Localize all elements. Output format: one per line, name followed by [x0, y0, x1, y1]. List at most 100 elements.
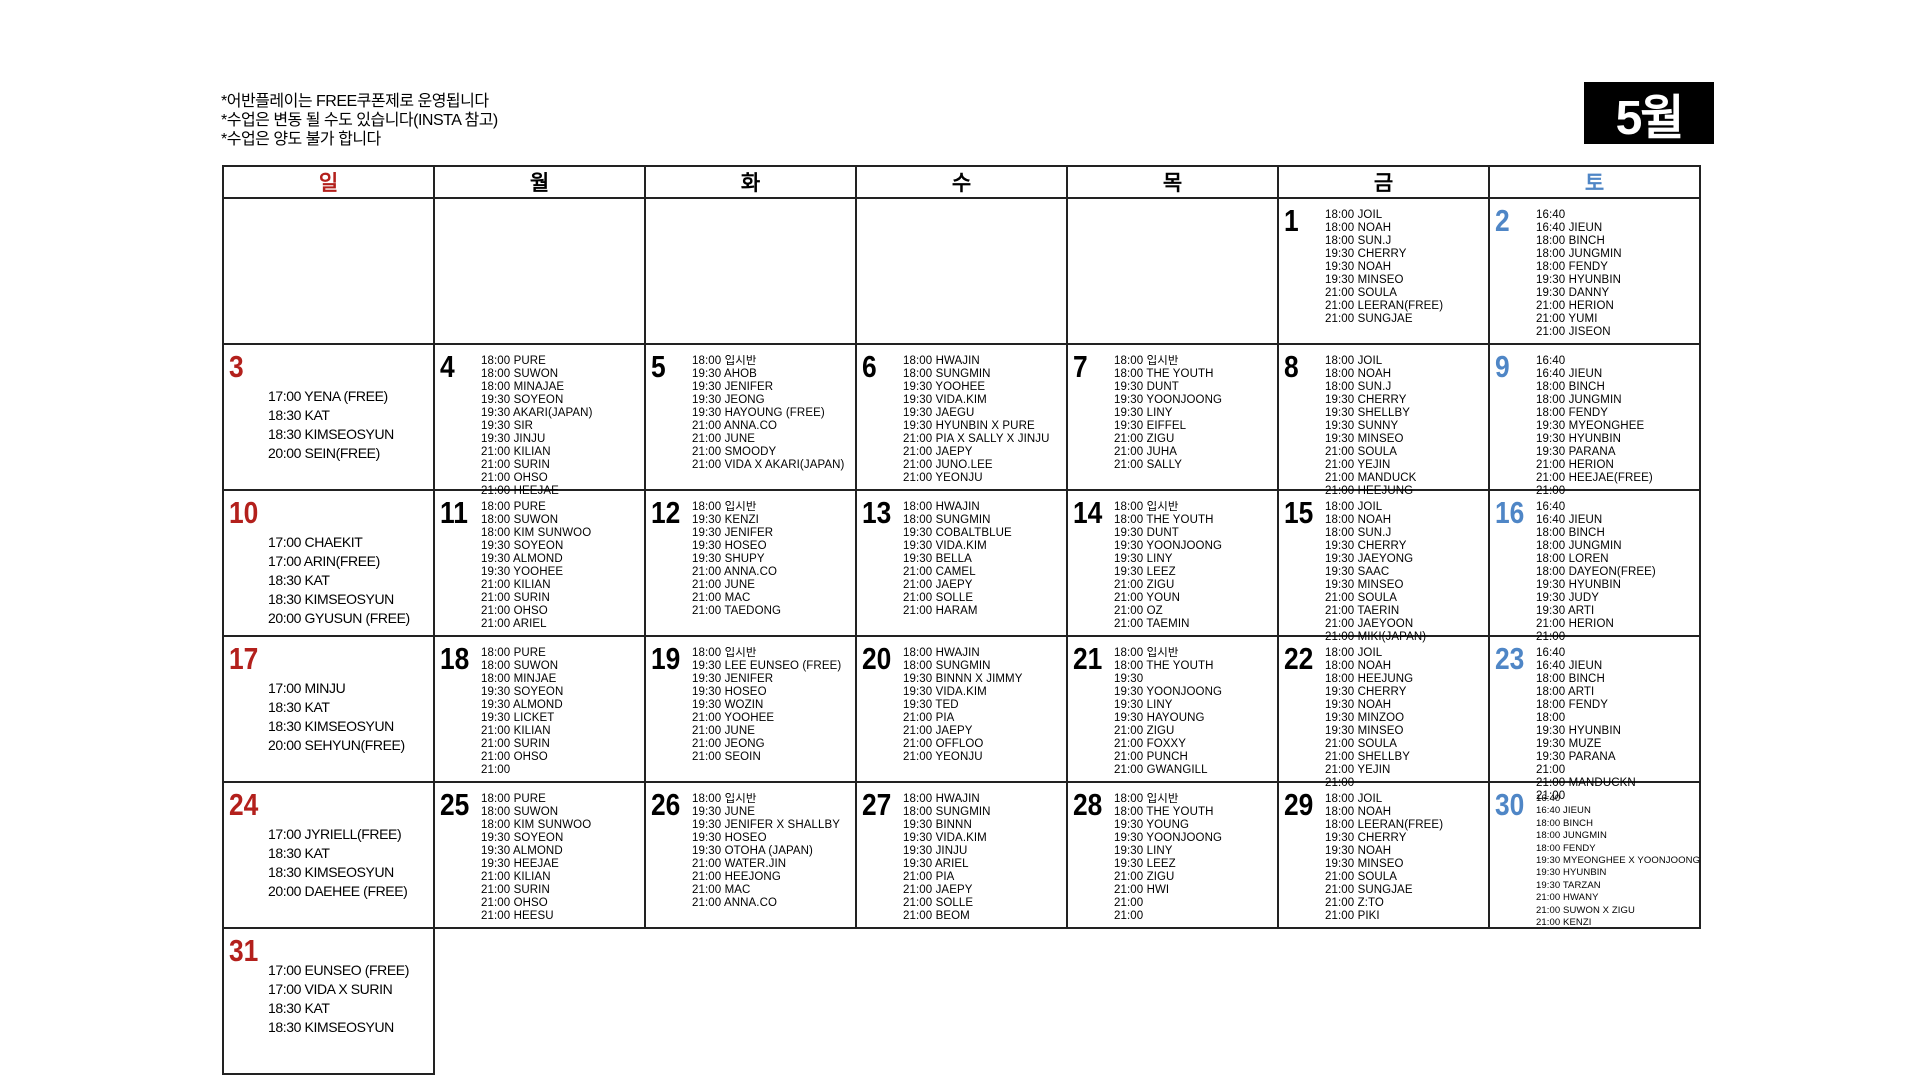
class-entry: 16:40	[1536, 209, 1566, 221]
class-entry: 18:00 BINCH	[1536, 381, 1605, 393]
class-entry: 18:00 SUNGMIN	[903, 514, 991, 526]
class-entry: 18:00 FENDY	[1536, 842, 1596, 854]
class-list: 16:40 16:40 JIEUN 18:00 BINCH 18:00 JUNGMIN…	[1536, 501, 1656, 644]
day-number: 31	[229, 933, 259, 968]
class-entry: 19:30 LINY	[1114, 699, 1173, 711]
class-entry: 19:30 SHELLBY	[1325, 407, 1411, 419]
class-entry: 18:00 BINCH	[1536, 673, 1605, 685]
day-number: 21	[1073, 641, 1103, 676]
class-entry: 18:00 JOIL	[1325, 793, 1383, 805]
class-entry: 19:30 MINSEO	[1325, 579, 1404, 591]
class-entry: 21:00 SMOODY	[692, 446, 777, 458]
class-entry: 19:30 MYEONGHEE X YOONJOONG	[1536, 855, 1701, 867]
day-number: 3	[229, 349, 244, 384]
class-entry: 19:30 SHUPY	[692, 553, 765, 565]
class-entry: 16:40 JIEUN	[1536, 514, 1603, 526]
class-entry: 19:30 SUNNY	[1325, 420, 1399, 432]
class-entry: 18:00 SUNGMIN	[903, 660, 991, 672]
class-entry: 21:00 ANNA.CO	[692, 420, 778, 432]
day-number: 6	[862, 349, 877, 384]
class-entry: 21:00 JAEPY	[903, 579, 973, 591]
day-cell: 25 18:00 PURE 18:00 SUWON 18:00 KIM SUNWOO 1…	[433, 781, 646, 929]
week-row: 31 17:00 EUNSEO (FREE) 17:00 VIDA X SURIN 1…	[222, 927, 1700, 1075]
class-entry: 18:00 SUN.J	[1325, 235, 1392, 247]
class-entry: 21:00 HERION	[1536, 300, 1614, 312]
class-entry: 21:00 PUNCH	[1114, 751, 1188, 763]
class-entry: 18:00 NOAH	[1325, 368, 1392, 380]
class-entry: 21:00 JAEPY	[903, 725, 973, 737]
class-entry: 21:00 YEJIN	[1325, 764, 1391, 776]
class-entry: 18:00 입시반	[1114, 355, 1179, 367]
class-entry: 21:00 ARIEL	[481, 618, 547, 630]
day-number: 2	[1495, 203, 1510, 238]
day-cell: 13 18:00 HWAJIN 18:00 SUNGMIN 19:30 COBALTB…	[855, 489, 1068, 637]
class-list: 18:00 HWAJIN 18:00 SUNGMIN 19:30 BINNN 19:3…	[903, 793, 991, 923]
class-entry: 18:00 BINCH	[1536, 235, 1605, 247]
class-entry: 18:00 SUWON	[481, 806, 559, 818]
class-entry: 19:30 SAAC	[1325, 566, 1390, 578]
class-entry: 19:30 HAYOUNG (FREE)	[692, 407, 825, 419]
class-list: 18:00 입시반 18:00 THE YOUTH 19:30 DUNT 19:30 …	[1114, 501, 1222, 631]
class-entry: 18:00 KIM SUNWOO	[481, 819, 592, 831]
class-entry: 21:00 JUHA	[1114, 446, 1178, 458]
class-list: 18:00 HWAJIN 18:00 SUNGMIN 19:30 YOOHEE 19:…	[903, 355, 1050, 485]
class-entry: 19:30 HYUNBIN	[1536, 725, 1622, 737]
day-number: 20	[862, 641, 892, 676]
class-entry: 21:00 SOLLE	[903, 592, 974, 604]
class-entry: 21:00 ZIGU	[1114, 579, 1175, 591]
class-entry: 16:40 JIEUN	[1536, 368, 1603, 380]
notice-line: *수업은 변동 될 수도 있습니다(INSTA 참고)	[221, 112, 498, 129]
class-list: 18:00 PURE 18:00 SUWON 18:00 KIM SUNWOO 19:…	[481, 501, 591, 631]
class-entry: 21:00 HEEJAE(FREE)	[1536, 472, 1653, 484]
class-entry: 19:30 ARIEL	[903, 858, 969, 870]
class-entry: 19:30 HYUNBIN	[1536, 433, 1622, 445]
class-entry: 19:30 JENIFER	[692, 381, 774, 393]
class-list: 16:40 16:40 JIEUN 18:00 BINCH 18:00 JUNGMIN…	[1536, 355, 1653, 498]
class-entry: 21:00 SUNGJAE	[1325, 313, 1413, 325]
day-cell: 23 16:40 16:40 JIEUN 18:00 BINCH 18:00 ARTI 1…	[1488, 635, 1701, 802]
class-entry: 21:00 YOUN	[1114, 592, 1180, 604]
class-entry: 18:00 HWAJIN	[903, 793, 980, 805]
class-entry: 19:30 MYEONGHEE	[1536, 420, 1645, 432]
class-entry: 19:30 HOSEO	[692, 540, 767, 552]
class-entry: 21:00 JAEPY	[903, 446, 973, 458]
day-number: 14	[1073, 495, 1103, 530]
class-entry: 18:00 입시반	[692, 793, 757, 805]
class-entry: 21:00 MANDUCK	[1325, 472, 1417, 484]
class-entry: 18:00 JUNGMIN	[1536, 830, 1607, 842]
class-entry: 21:00 PIKI	[1325, 910, 1380, 922]
class-entry: 18:00 SUWON	[481, 660, 559, 672]
day-number: 7	[1073, 349, 1088, 384]
class-entry: 21:00 SURIN	[481, 738, 550, 750]
class-entry: 17:00 CHAEKIT	[268, 534, 363, 550]
class-entry: 20:00 GYUSUN (FREE)	[268, 610, 410, 626]
day-cell: 19 18:00 입시반 19:30 LEE EUNSEO (FREE) 19:30 …	[644, 635, 857, 783]
class-entry: 19:30 JENIFER	[692, 527, 774, 539]
calendar-grid: 일 월 화 수 목 금 토 1 18:00 JOIL 18:00 NOAH 18:00…	[222, 165, 1701, 1075]
class-entry: 18:30 KIMSEOSYUN	[268, 1019, 394, 1035]
class-entry: 21:00 SURIN	[481, 592, 550, 604]
class-entry: 21:00 OHSO	[481, 605, 548, 617]
class-entry: 21:00 JUNE	[692, 725, 756, 737]
day-cell: 30 16:40 16:40 JIEUN 18:00 BINCH 18:00 JUNGM…	[1488, 781, 1701, 929]
day-cell: 27 18:00 HWAJIN 18:00 SUNGMIN 19:30 BINNN 19…	[855, 781, 1068, 929]
class-entry: 21:00 YEONJU	[903, 751, 983, 763]
class-list: 18:00 HWAJIN 18:00 SUNGMIN 19:30 COBALTBLU…	[903, 501, 1012, 618]
class-list: 18:00 입시반 18:00 THE YOUTH 19:30 19:30 YOONJ…	[1114, 647, 1222, 777]
class-entry: 21:00 YEONJU	[903, 472, 983, 484]
class-entry: 18:00 HWAJIN	[903, 355, 980, 367]
class-entry: 19:30 LEEZ	[1114, 566, 1176, 578]
class-entry: 18:30 KIMSEOSYUN	[268, 591, 394, 607]
class-entry: 18:00 입시반	[692, 355, 757, 367]
weekday-header-thu: 목	[1066, 165, 1279, 199]
class-entry: 18:00 HWAJIN	[903, 647, 980, 659]
class-entry: 18:30 KIMSEOSYUN	[268, 864, 394, 880]
class-entry: 16:40	[1536, 501, 1566, 513]
class-entry: 18:00 KIM SUNWOO	[481, 527, 592, 539]
class-entry: 19:30 VIDA.KIM	[903, 686, 987, 698]
class-entry: 21:00 HWI	[1114, 884, 1170, 896]
class-entry: 18:00 NOAH	[1325, 222, 1392, 234]
class-entry: 17:00 VIDA X SURIN	[268, 981, 393, 997]
class-entry: 19:30 HYUNBIN	[1536, 867, 1607, 879]
day-cell: 9 16:40 16:40 JIEUN 18:00 BINCH 18:00 JUNGMI…	[1488, 343, 1701, 497]
